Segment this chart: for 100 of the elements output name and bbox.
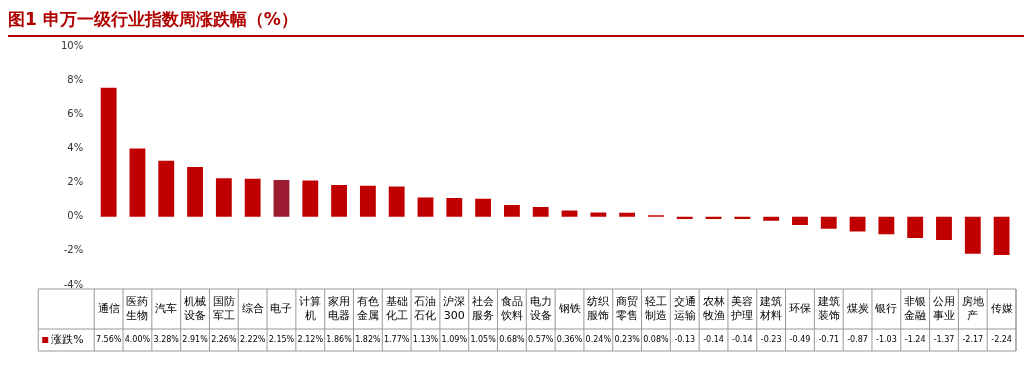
legend-label: 涨跌% <box>51 332 84 346</box>
data-label: 0.23% <box>614 335 641 345</box>
data-label: -1.03 <box>876 335 897 345</box>
y-tick-label: 6% <box>67 107 84 119</box>
x-tick-label: 公用事业 <box>932 294 955 322</box>
bar <box>763 216 780 221</box>
x-tick-label: 环保 <box>788 301 811 315</box>
x-tick-label: 商贸零售 <box>616 294 639 322</box>
chart-title: 图1 申万一级行业指数周涨跌幅（%） <box>8 8 1024 37</box>
x-tick-label: 轻工制造 <box>644 294 667 322</box>
x-tick-label: 建筑装饰 <box>816 294 840 322</box>
bar <box>993 216 1010 255</box>
data-label: 2.22% <box>239 335 266 345</box>
data-label: 2.15% <box>268 335 295 345</box>
x-tick-label: 家用电器 <box>328 294 351 322</box>
x-tick-label: 电子 <box>270 301 293 315</box>
x-tick-label: 有色金属 <box>356 294 379 322</box>
data-label: -1.24 <box>904 335 926 345</box>
data-label: 1.82% <box>355 335 381 345</box>
data-label: 0.08% <box>643 335 670 345</box>
y-tick-label: 2% <box>67 176 84 188</box>
data-label: 2.26% <box>211 335 237 345</box>
data-label: 1.86% <box>326 335 353 345</box>
bar <box>561 210 578 217</box>
data-label: 0.24% <box>585 335 612 345</box>
bar <box>273 180 290 217</box>
x-tick-label: 电力设备 <box>529 294 552 322</box>
data-label: -2.24 <box>991 335 1012 345</box>
x-tick-label: 非银金融 <box>904 294 927 322</box>
data-label: -0.23 <box>760 335 782 345</box>
data-label: -0.14 <box>732 335 753 345</box>
bar <box>878 216 895 235</box>
data-label: 2.91% <box>182 335 209 345</box>
y-tick-label: 4% <box>67 142 84 154</box>
x-tick-label: 食品饮料 <box>499 294 523 322</box>
bar <box>964 216 981 254</box>
x-tick-label: 综合 <box>241 301 264 315</box>
x-tick-label: 美容护理 <box>730 294 754 322</box>
bar <box>475 198 492 217</box>
x-tick-label: 沪深300 <box>443 294 466 322</box>
bar <box>792 216 808 226</box>
data-label: 1.13% <box>412 335 439 345</box>
data-label: 0.68% <box>499 335 526 345</box>
x-tick-label: 医药生物 <box>126 294 149 322</box>
bar <box>129 148 146 217</box>
bar <box>849 216 866 232</box>
data-label: -0.71 <box>818 335 840 345</box>
data-label: 2.12% <box>297 335 324 345</box>
y-tick-label: 0% <box>67 210 84 222</box>
data-label: -0.14 <box>703 335 724 345</box>
y-tick-label: 10% <box>60 39 84 51</box>
bar <box>446 198 463 217</box>
x-tick-label: 计算机 <box>299 294 322 322</box>
x-tick-label: 钢铁 <box>557 301 581 315</box>
bar <box>187 167 203 217</box>
x-tick-label: 农林牧渔 <box>702 294 725 322</box>
x-tick-label: 银行 <box>874 301 898 315</box>
data-label: 1.77% <box>383 335 410 345</box>
bar <box>244 178 261 217</box>
x-tick-label: 煤炭 <box>846 301 869 315</box>
x-tick-label: 汽车 <box>155 301 178 315</box>
bar <box>388 186 405 217</box>
bar <box>619 212 636 217</box>
x-tick-label: 建筑材料 <box>759 294 783 322</box>
y-tick-label: -2% <box>63 244 84 256</box>
y-tick-label: -4% <box>63 278 84 290</box>
bar <box>590 212 607 217</box>
data-label: -0.13 <box>674 335 696 345</box>
bar <box>907 216 924 238</box>
x-tick-label: 纺织服饰 <box>587 294 610 322</box>
data-label: -0.49 <box>789 335 811 345</box>
x-tick-label: 石油石化 <box>414 294 437 322</box>
bar <box>936 216 952 241</box>
bar <box>532 206 549 217</box>
data-label: 0.57% <box>528 335 554 345</box>
bar <box>417 197 434 217</box>
x-tick-label: 通信 <box>97 301 120 315</box>
x-tick-label: 房地产 <box>961 294 984 322</box>
data-label: -0.87 <box>847 335 868 345</box>
data-label: -2.17 <box>962 335 984 345</box>
bar <box>820 216 837 229</box>
bar <box>100 87 117 217</box>
data-label: 3.28% <box>153 335 180 345</box>
bar <box>676 216 693 219</box>
data-label: 0.36% <box>556 335 583 345</box>
x-tick-label: 社会服务 <box>472 294 495 322</box>
x-tick-label: 机械设备 <box>184 294 207 322</box>
bar <box>302 180 319 217</box>
bar <box>215 178 232 217</box>
data-label: -1.37 <box>933 335 955 345</box>
bar <box>331 184 347 217</box>
data-label: 7.56% <box>95 335 122 345</box>
x-tick-label: 交通运输 <box>673 294 696 322</box>
bar <box>503 205 520 217</box>
x-tick-label: 基础化工 <box>385 294 408 322</box>
y-tick-label: 8% <box>67 73 84 85</box>
data-label: 1.05% <box>470 335 497 345</box>
data-label: 1.09% <box>441 335 468 345</box>
bar <box>359 185 376 217</box>
bar <box>158 160 175 217</box>
